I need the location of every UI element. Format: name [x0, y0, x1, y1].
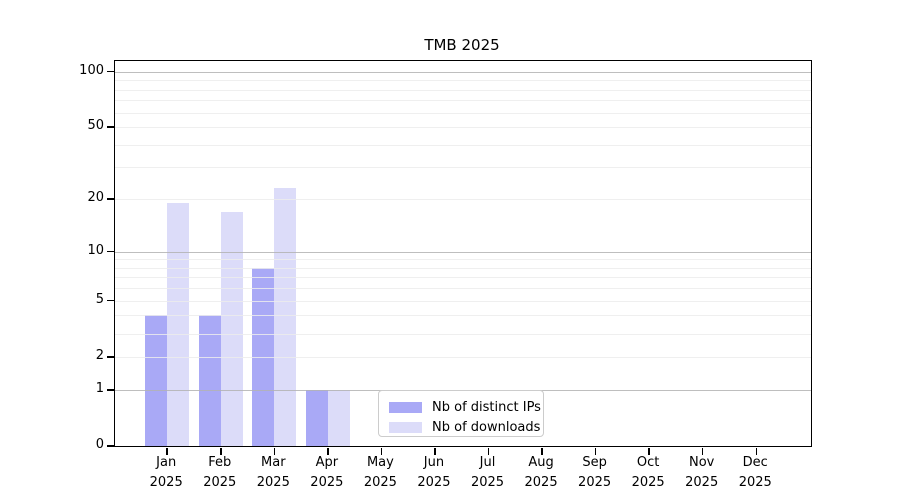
y-tick: [106, 445, 114, 447]
x-tick-label: Jan 2025: [134, 453, 198, 493]
x-tick-label-month: Feb: [208, 455, 232, 470]
x-tick-label-month: Dec: [742, 455, 768, 470]
legend-item: Nb of downloads: [389, 417, 540, 437]
y-tick-label: 20: [87, 190, 104, 206]
x-tick-label-month: Jun: [423, 455, 445, 470]
y-gridline-minor: [115, 259, 811, 261]
x-tick-label-month: Jul: [479, 455, 496, 470]
y-gridline-minor: [115, 112, 811, 114]
x-tick-label-month: Aug: [528, 455, 554, 470]
bar-distinct-ips: [305, 389, 328, 446]
x-tick-label: Jun 2025: [402, 453, 466, 493]
x-tick-label-year: 2025: [256, 475, 290, 490]
x-tick-label: Nov 2025: [670, 453, 734, 493]
x-tick: [380, 447, 383, 455]
y-gridline-minor: [115, 100, 811, 102]
y-gridline-minor: [115, 89, 811, 91]
y-gridline-minor: [115, 199, 811, 201]
y-tick-label: 10: [87, 242, 104, 258]
x-tick-label-year: 2025: [631, 475, 665, 490]
y-gridline-minor: [115, 333, 811, 335]
legend-label: Nb of distinct IPs: [432, 399, 541, 415]
x-tick-label-month: Sep: [582, 455, 607, 470]
legend-label: Nb of downloads: [432, 419, 541, 435]
y-tick: [106, 250, 114, 253]
plot-area: [106, 60, 812, 455]
y-gridline-minor: [115, 356, 811, 358]
x-tick-label: Jul 2025: [456, 453, 520, 493]
y-gridline-major: [115, 251, 811, 253]
y-gridline-minor: [115, 300, 811, 302]
y-tick: [106, 70, 114, 73]
x-tick: [166, 447, 168, 455]
x-tick-label-month: Oct: [636, 455, 660, 470]
x-tick-label-year: 2025: [149, 475, 183, 490]
x-tick-label-month: Jan: [156, 455, 177, 470]
x-tick-label: Feb 2025: [188, 453, 252, 493]
bar-downloads: [167, 203, 190, 446]
x-tick-label-year: 2025: [310, 475, 344, 490]
y-tick: [106, 389, 114, 391]
y-tick-label: 100: [79, 62, 104, 78]
y-gridline-minor: [115, 315, 811, 317]
y-gridline-minor: [115, 167, 811, 169]
x-tick-label-year: 2025: [470, 475, 505, 490]
x-tick: [220, 447, 222, 455]
legend: Nb of distinct IPs Nb of downloads: [378, 390, 544, 437]
y-tick: [106, 198, 114, 200]
legend-swatch-distinct-ips: [389, 401, 422, 413]
y-tick-label: 50: [87, 118, 104, 134]
x-tick-label: Sep 2025: [563, 453, 627, 493]
chart-title: TMB 2025: [424, 36, 500, 54]
x-tick-label-year: 2025: [578, 475, 612, 490]
x-tick-label: Oct 2025: [616, 453, 680, 493]
x-tick-label: Dec 2025: [723, 453, 787, 493]
x-tick: [487, 447, 490, 455]
x-tick-label-year: 2025: [738, 475, 772, 490]
legend-item: Nb of distinct IPs: [389, 397, 541, 417]
x-tick-label: Aug 2025: [509, 453, 573, 493]
x-tick-label-month: Mar: [261, 455, 286, 470]
x-tick: [594, 447, 597, 455]
y-tick: [106, 356, 114, 358]
x-tick-label-year: 2025: [417, 475, 451, 490]
y-gridline-minor: [115, 144, 811, 146]
x-tick-label-year: 2025: [203, 475, 237, 490]
y-gridline-minor: [115, 80, 811, 82]
bar-downloads: [220, 211, 243, 446]
x-tick-label-month: May: [366, 455, 394, 470]
x-tick-label: Apr 2025: [295, 453, 359, 493]
x-tick: [755, 447, 757, 455]
legend-swatch-downloads: [389, 421, 422, 433]
x-tick-label-month: Nov: [689, 455, 715, 470]
bar-downloads: [274, 188, 297, 446]
x-tick-label-year: 2025: [524, 475, 558, 490]
x-tick: [701, 447, 704, 455]
x-tick-label-year: 2025: [363, 475, 397, 490]
bar-distinct-ips: [145, 315, 168, 446]
y-tick-label: 1: [95, 380, 104, 396]
y-tick: [106, 126, 114, 128]
x-tick-label-month: Apr: [315, 455, 339, 470]
bar-distinct-ips: [198, 315, 221, 446]
y-tick-label: 2: [95, 347, 104, 363]
y-gridline-minor: [115, 277, 811, 279]
bar-downloads: [327, 389, 350, 446]
y-gridline-minor: [115, 288, 811, 290]
y-tick-label: 5: [95, 291, 104, 307]
y-gridline-minor: [115, 267, 811, 269]
x-tick: [327, 447, 329, 455]
y-tick: [106, 299, 114, 302]
x-tick: [648, 447, 650, 455]
x-tick-label: Mar 2025: [241, 453, 305, 493]
x-tick: [434, 447, 436, 455]
x-tick: [541, 447, 543, 455]
y-gridline-major: [115, 71, 811, 73]
y-gridline-minor: [115, 127, 811, 129]
x-tick: [273, 447, 276, 455]
x-tick-label-year: 2025: [685, 475, 719, 490]
y-tick-label: 0: [95, 437, 104, 452]
x-tick-label: May 2025: [348, 453, 412, 493]
